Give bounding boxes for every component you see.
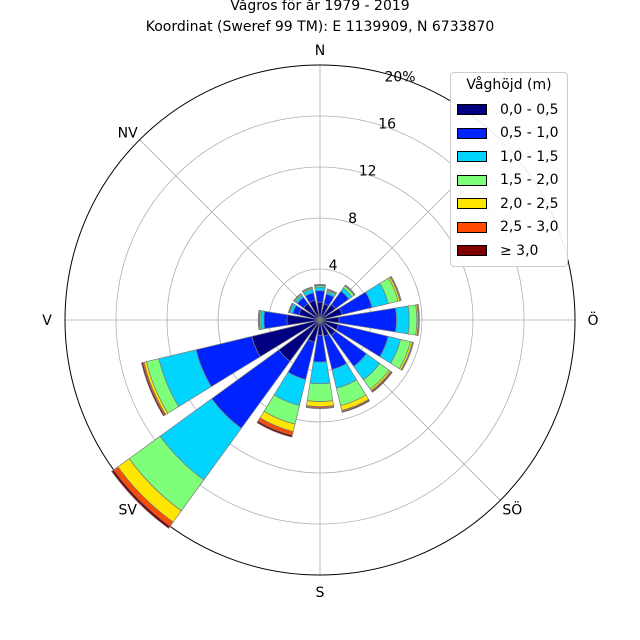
bar-segment <box>301 286 313 292</box>
legend: Våghöjd (m) 0,0 - 0,5 0,5 - 1,0 1,0 - 1,5 1… <box>450 72 568 267</box>
bar-segment <box>326 288 338 294</box>
bar-segment <box>256 420 293 438</box>
legend-swatch <box>457 104 487 116</box>
legend-swatch <box>457 245 487 257</box>
legend-item: 1,0 - 1,5 <box>457 145 561 169</box>
direction-label: NV <box>118 126 138 142</box>
radial-tick-label: 8 <box>348 211 357 227</box>
bar-segment <box>305 406 335 409</box>
legend-label: 2,5 - 3,0 <box>500 219 559 236</box>
legend-swatch <box>457 151 487 163</box>
direction-label: SV <box>118 502 137 518</box>
chart-title: Vågros för år 1979 - 2019 <box>230 0 410 14</box>
bar-segment <box>141 362 166 417</box>
bar-segment <box>257 309 260 331</box>
direction-label: Ö <box>587 311 598 329</box>
radial-tick-label: 16 <box>378 117 396 133</box>
bar-segment <box>263 310 288 330</box>
radial-tick-label: 20% <box>384 69 415 85</box>
bar-segment <box>407 304 418 336</box>
legend-item: 2,5 - 3,0 <box>457 216 561 240</box>
bar-segment <box>371 371 393 393</box>
legend-label: ≥ 3,0 <box>500 242 539 259</box>
legend-label: 0,0 - 0,5 <box>500 101 559 118</box>
bar-segment <box>341 399 371 413</box>
bar-segment <box>417 304 420 336</box>
legend-label: 0,5 - 1,0 <box>500 125 559 142</box>
bar-segment <box>390 275 402 302</box>
legend-swatch <box>457 174 487 186</box>
radial-tick-label: 12 <box>359 164 377 180</box>
bar-segment <box>306 382 334 402</box>
bar-segment <box>315 290 325 303</box>
legend-swatch <box>457 127 487 139</box>
legend-swatch <box>457 198 487 210</box>
bar-segment <box>401 341 415 371</box>
bar-segment <box>314 283 326 286</box>
bar-segment <box>314 286 326 292</box>
bar-segment <box>344 284 356 296</box>
chart-subtitle: Koordinat (Sweref 99 TM): E 1139909, N 6… <box>145 19 495 35</box>
legend-item: 1,5 - 2,0 <box>457 169 561 193</box>
grid-spoke <box>139 139 321 321</box>
radial-tick-label: 4 <box>329 258 338 274</box>
direction-label: S <box>316 585 325 601</box>
direction-label: N <box>315 43 325 59</box>
legend-title: Våghöjd (m) <box>466 77 552 93</box>
legend-item: 0,0 - 0,5 <box>457 98 561 122</box>
bar-segment <box>309 361 331 385</box>
legend-item: 0,5 - 1,0 <box>457 122 561 146</box>
legend-item: ≥ 3,0 <box>457 239 561 263</box>
direction-label: V <box>42 313 52 329</box>
legend-label: 2,0 - 2,5 <box>500 195 559 212</box>
bar-segment <box>287 302 293 313</box>
direction-label: SÖ <box>502 500 522 518</box>
windrose-bars <box>111 275 420 529</box>
bar-segment <box>395 305 410 335</box>
bar-segment <box>111 469 171 529</box>
bar-segment <box>306 400 334 408</box>
legend-item: 2,0 - 2,5 <box>457 192 561 216</box>
legend-swatch <box>457 221 487 233</box>
polar-frame <box>64 64 576 576</box>
legend-label: 1,0 - 1,5 <box>500 148 559 165</box>
legend-label: 1,5 - 2,0 <box>500 172 559 189</box>
bar-segment <box>292 292 302 302</box>
